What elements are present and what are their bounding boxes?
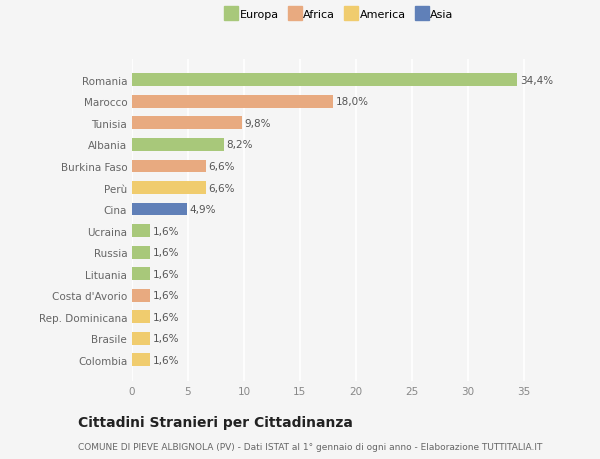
Bar [132, 289, 150, 302]
Text: COMUNE DI PIEVE ALBIGNOLA (PV) - Dati ISTAT al 1° gennaio di ogni anno - Elabora: COMUNE DI PIEVE ALBIGNOLA (PV) - Dati IS… [78, 442, 542, 451]
Bar [132, 160, 206, 173]
Text: 6,6%: 6,6% [209, 183, 235, 193]
Legend: Europa, Africa, America, Asia: Europa, Africa, America, Asia [222, 7, 456, 22]
Text: 1,6%: 1,6% [152, 269, 179, 279]
Bar [132, 311, 150, 324]
Bar [132, 224, 150, 237]
Text: 6,6%: 6,6% [209, 162, 235, 172]
Text: 1,6%: 1,6% [152, 226, 179, 236]
Text: Cittadini Stranieri per Cittadinanza: Cittadini Stranieri per Cittadinanza [78, 415, 353, 429]
Text: 1,6%: 1,6% [152, 355, 179, 365]
Text: 4,9%: 4,9% [190, 205, 216, 214]
Bar [132, 246, 150, 259]
Bar [132, 268, 150, 280]
Text: 34,4%: 34,4% [520, 76, 553, 86]
Bar [132, 117, 242, 130]
Bar [132, 139, 224, 151]
Bar [132, 96, 334, 109]
Bar [132, 203, 187, 216]
Text: 18,0%: 18,0% [336, 97, 369, 107]
Bar [132, 74, 517, 87]
Bar [132, 332, 150, 345]
Text: 1,6%: 1,6% [152, 247, 179, 257]
Bar [132, 353, 150, 366]
Text: 9,8%: 9,8% [244, 119, 271, 129]
Bar [132, 182, 206, 195]
Text: 1,6%: 1,6% [152, 333, 179, 343]
Text: 1,6%: 1,6% [152, 291, 179, 301]
Text: 8,2%: 8,2% [227, 140, 253, 150]
Text: 1,6%: 1,6% [152, 312, 179, 322]
